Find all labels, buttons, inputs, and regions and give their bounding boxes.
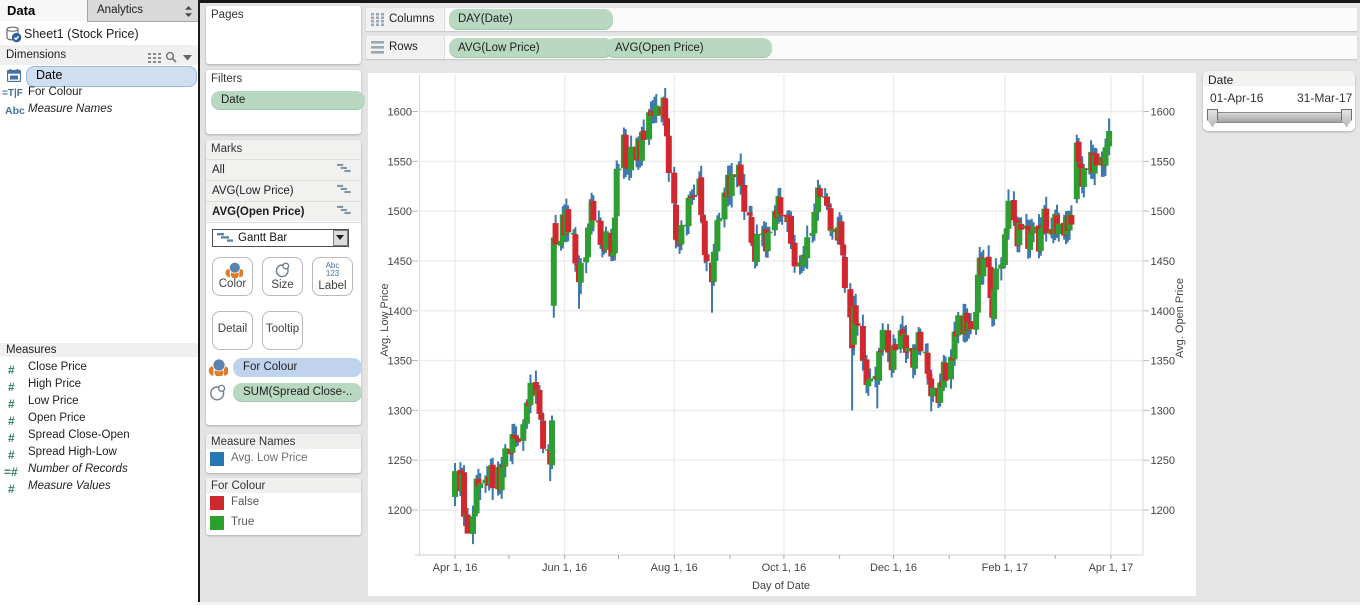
svg-text:1450: 1450 bbox=[1151, 256, 1175, 268]
svg-text:1500: 1500 bbox=[1151, 206, 1175, 218]
svg-text:1300: 1300 bbox=[388, 405, 412, 417]
svg-text:1350: 1350 bbox=[388, 356, 412, 368]
svg-text:Day of Date: Day of Date bbox=[752, 580, 810, 592]
svg-text:1200: 1200 bbox=[388, 505, 412, 517]
svg-text:1250: 1250 bbox=[1151, 455, 1175, 467]
svg-text:1600: 1600 bbox=[388, 107, 412, 119]
svg-text:Jun 1, 16: Jun 1, 16 bbox=[542, 562, 587, 574]
svg-text:Dec 1, 16: Dec 1, 16 bbox=[870, 562, 917, 574]
svg-text:Avg. Low Price: Avg. Low Price bbox=[379, 283, 391, 356]
svg-text:1200: 1200 bbox=[1151, 505, 1175, 517]
svg-text:1450: 1450 bbox=[388, 256, 412, 268]
svg-text:1250: 1250 bbox=[388, 455, 412, 467]
svg-text:1350: 1350 bbox=[1151, 356, 1175, 368]
svg-text:Apr 1, 16: Apr 1, 16 bbox=[433, 562, 478, 574]
svg-text:1550: 1550 bbox=[388, 156, 412, 168]
svg-text:Avg. Open Price: Avg. Open Price bbox=[1174, 278, 1186, 358]
svg-text:1300: 1300 bbox=[1151, 405, 1175, 417]
svg-text:Feb 1, 17: Feb 1, 17 bbox=[982, 562, 1028, 574]
svg-text:Oct 1, 16: Oct 1, 16 bbox=[762, 562, 807, 574]
svg-text:1600: 1600 bbox=[1151, 107, 1175, 119]
svg-text:1400: 1400 bbox=[1151, 306, 1175, 318]
svg-text:Apr 1, 17: Apr 1, 17 bbox=[1089, 562, 1134, 574]
svg-text:1400: 1400 bbox=[388, 306, 412, 318]
svg-text:1500: 1500 bbox=[388, 206, 412, 218]
svg-text:Aug 1, 16: Aug 1, 16 bbox=[651, 562, 698, 574]
svg-text:1550: 1550 bbox=[1151, 156, 1175, 168]
